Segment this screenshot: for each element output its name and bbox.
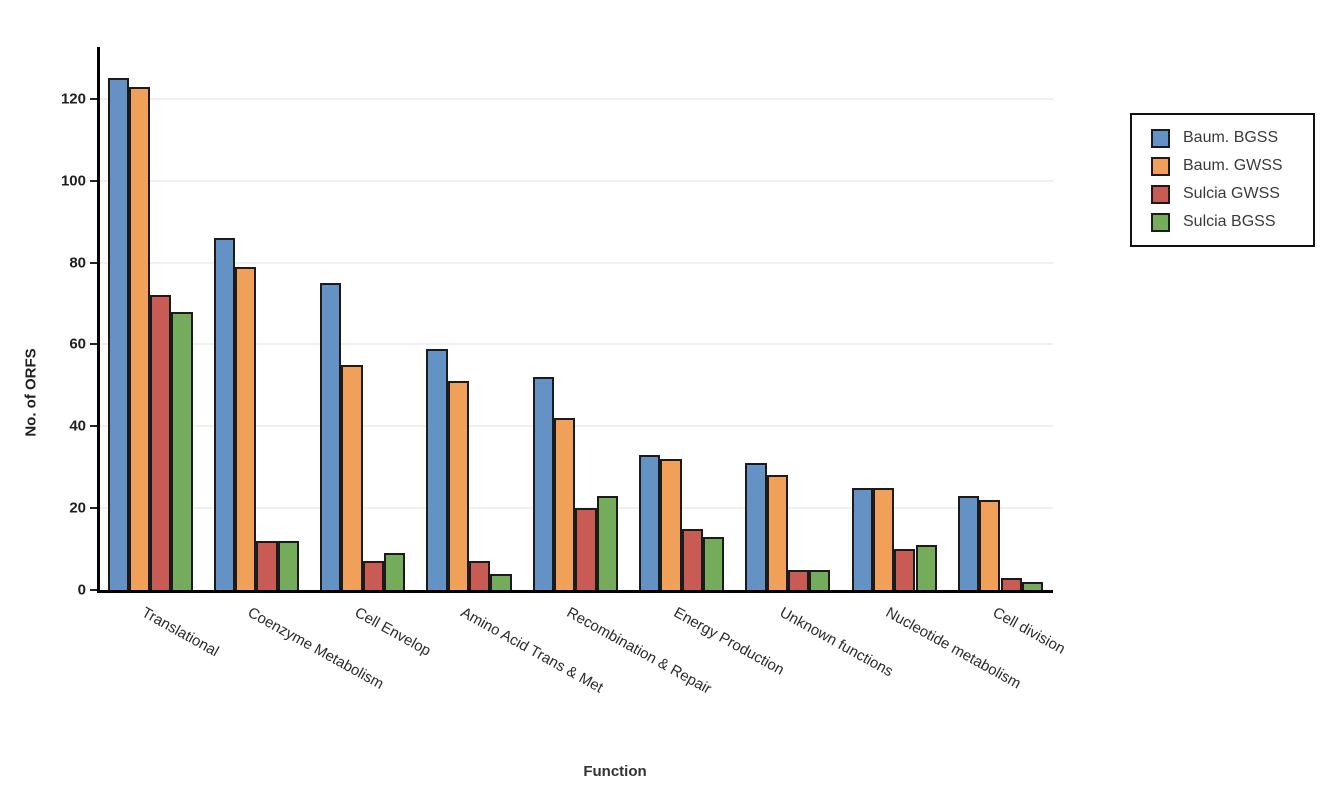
- bar: [532, 377, 554, 592]
- legend-swatch-icon: [1151, 212, 1170, 232]
- x-category-label: Unknown functions: [776, 604, 896, 681]
- bar: [894, 549, 916, 592]
- legend-swatch-icon: [1151, 128, 1170, 148]
- bar: [469, 561, 491, 592]
- y-axis-title: No. of ORFS: [22, 348, 40, 437]
- y-tick-mark: [90, 507, 97, 510]
- y-tick-mark: [90, 425, 97, 428]
- y-tick-label: 100: [60, 172, 86, 190]
- legend-item: Sulcia BGSS: [1151, 212, 1313, 232]
- legend-label: Baum. GWSS: [1183, 157, 1283, 174]
- legend: Baum. BGSS Baum. GWSS Sulcia GWSS Sulcia BG…: [1130, 113, 1315, 247]
- legend-item: Baum. BGSS: [1151, 128, 1313, 148]
- bar: [681, 528, 703, 592]
- legend-label: Sulcia GWSS: [1183, 185, 1280, 202]
- bar: [554, 418, 576, 592]
- x-category-label: Cell division: [989, 604, 1068, 658]
- bar: [979, 499, 1001, 592]
- y-tick-label: 20: [69, 499, 86, 517]
- bar: [851, 487, 873, 592]
- bar: [128, 86, 151, 592]
- bar: [702, 536, 725, 592]
- y-tick-label: 40: [69, 417, 86, 435]
- legend-swatch-icon: [1151, 156, 1170, 176]
- legend-label: Baum. BGSS: [1183, 129, 1279, 146]
- legend-item: Baum. GWSS: [1151, 156, 1313, 176]
- legend-item: Sulcia GWSS: [1151, 184, 1313, 204]
- bar: [213, 238, 236, 592]
- grid-line: [99, 97, 1053, 100]
- bar: [341, 364, 363, 592]
- y-tick-label: 120: [60, 90, 86, 108]
- bar: [426, 348, 448, 592]
- x-category-label: Cell Envelop: [351, 604, 434, 660]
- x-category-label: Translational: [138, 604, 222, 661]
- x-axis-title: Function: [583, 763, 647, 780]
- legend-label: Sulcia BGSS: [1183, 213, 1276, 230]
- bar: [639, 454, 661, 592]
- bar: [766, 475, 788, 592]
- y-tick-mark: [90, 589, 97, 591]
- y-tick-label: 0: [77, 581, 86, 599]
- y-tick-mark: [90, 179, 97, 182]
- bar: [660, 459, 682, 592]
- bar: [384, 553, 406, 592]
- legend-swatch-icon: [1151, 184, 1170, 204]
- bar: [171, 311, 193, 592]
- bar: [107, 78, 129, 592]
- bar: [447, 381, 469, 592]
- grid-line: [99, 261, 1053, 264]
- y-axis-line: [97, 47, 100, 593]
- bar: [957, 495, 980, 592]
- grid-line: [99, 179, 1053, 182]
- bar: [235, 266, 257, 592]
- y-tick-mark: [90, 343, 97, 346]
- bar: [915, 544, 937, 592]
- grid-line: [99, 425, 1053, 428]
- bar: [256, 540, 278, 592]
- y-tick-mark: [90, 97, 97, 100]
- y-tick-mark: [90, 261, 97, 264]
- grid-line: [99, 343, 1053, 346]
- bar: [320, 283, 342, 592]
- bar: [872, 487, 895, 592]
- bar: [596, 495, 618, 592]
- bar: [575, 508, 597, 592]
- bar: [277, 540, 299, 592]
- bar: [150, 295, 172, 592]
- bar: [362, 561, 384, 592]
- y-tick-label: 80: [69, 254, 86, 272]
- bar: [745, 463, 767, 592]
- y-tick-label: 60: [69, 335, 86, 353]
- x-axis-line: [97, 589, 1053, 593]
